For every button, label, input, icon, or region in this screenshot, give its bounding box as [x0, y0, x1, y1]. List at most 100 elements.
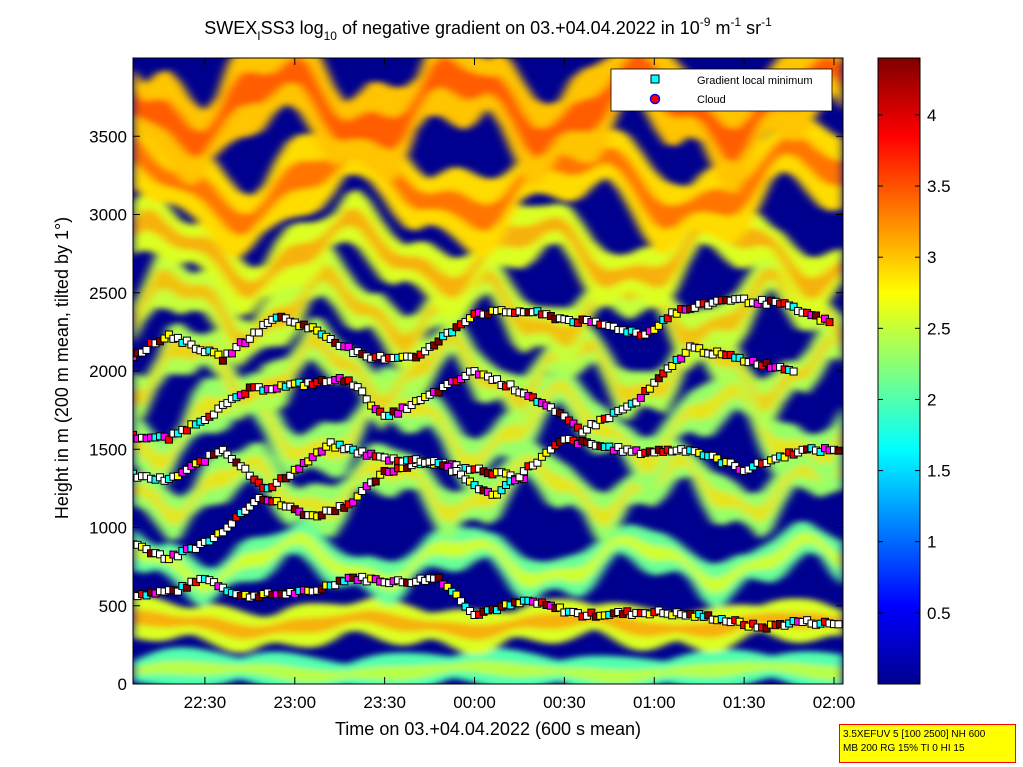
minimum-marker	[371, 477, 380, 486]
minimum-marker	[200, 457, 209, 466]
minimum-marker	[582, 425, 591, 434]
x-tick-label: 23:30	[363, 693, 406, 712]
colorbar-tick-label: 1.5	[927, 462, 951, 481]
minimum-marker	[232, 513, 241, 522]
gradient-band-core-layer-1	[133, 531, 843, 595]
minimum-marker	[304, 457, 313, 466]
minimum-marker	[245, 334, 254, 343]
minimum-marker	[142, 345, 151, 354]
minimum-marker	[659, 369, 668, 378]
minimum-marker	[286, 471, 295, 480]
x-tick-label: 01:30	[723, 693, 766, 712]
gradient-band-core-layer-2	[133, 451, 843, 529]
minimum-marker	[241, 339, 250, 348]
minimum-marker	[209, 578, 218, 587]
minimum-marker	[376, 407, 385, 416]
minimum-marker	[358, 447, 367, 456]
minimum-marker	[780, 453, 789, 462]
minimum-marker	[497, 486, 506, 495]
minimum-marker	[142, 545, 151, 554]
minimum-marker	[250, 498, 259, 507]
minimum-marker	[326, 438, 335, 447]
minimum-marker	[187, 340, 196, 349]
y-tick-label: 3500	[89, 127, 127, 146]
minimum-marker	[519, 467, 528, 476]
minimum-marker	[825, 318, 834, 327]
minimum-marker	[740, 294, 749, 303]
minimum-marker	[695, 344, 704, 353]
legend-label-minimum: Gradient local minimum	[697, 75, 813, 87]
y-tick-label: 500	[99, 597, 127, 616]
minimum-marker	[254, 328, 263, 337]
colorbar-tick-label: 3.5	[927, 177, 951, 196]
minimum-marker	[317, 511, 326, 520]
minimum-marker	[457, 597, 465, 606]
minimum-marker	[605, 442, 614, 451]
x-tick-label: 02:00	[813, 693, 856, 712]
minimum-marker	[218, 445, 227, 454]
y-tick-label: 2000	[89, 362, 127, 381]
minimum-marker	[394, 409, 403, 418]
minimum-marker	[537, 452, 546, 461]
minimum-marker	[493, 375, 501, 384]
chart-title: SWEXISS3 log10 of negative gradient on 0…	[204, 15, 772, 43]
minimum-marker	[227, 519, 236, 528]
minimum-marker	[362, 395, 371, 404]
legend-label-cloud: Cloud	[697, 94, 726, 106]
minimum-marker	[812, 311, 820, 320]
minimum-marker	[681, 348, 690, 357]
minimum-marker	[614, 443, 623, 451]
x-tick-label: 22:30	[184, 693, 227, 712]
minimum-marker	[605, 414, 614, 423]
y-tick-label: 1000	[89, 519, 127, 538]
minimum-marker	[164, 555, 173, 564]
minimum-marker	[317, 447, 326, 456]
minimum-marker	[650, 378, 659, 387]
minimum-marker	[663, 314, 672, 323]
minimum-marker	[173, 333, 182, 342]
minimum-marker	[421, 347, 430, 356]
y-tick-label: 1500	[89, 440, 127, 459]
minimum-marker	[223, 399, 232, 408]
y-tick-label: 0	[118, 675, 127, 694]
legend: Gradient local minimum Cloud	[610, 68, 833, 112]
minimum-marker	[227, 349, 236, 358]
minimum-marker	[164, 330, 173, 339]
gradient-band-core-layer-5	[133, 262, 843, 356]
minimum-marker	[758, 295, 767, 304]
minimum-marker	[546, 445, 555, 454]
minimum-marker	[214, 350, 223, 359]
minimum-marker	[443, 462, 452, 471]
colorbar-tick-label: 0.5	[927, 604, 951, 623]
minimum-marker	[546, 403, 555, 412]
minimum-marker	[466, 314, 474, 323]
minimum-marker	[448, 328, 457, 337]
minimum-marker	[834, 446, 843, 455]
minimum-marker	[182, 583, 191, 592]
minimum-marker	[156, 550, 164, 559]
minimum-marker	[358, 487, 367, 495]
minimum-marker	[677, 354, 686, 363]
info-line-1: 3.5XEFUV 5 [100 2500] NH 600	[843, 729, 986, 740]
legend-marker-cloud	[649, 93, 661, 105]
minimum-marker	[443, 582, 452, 591]
x-axis-label: Time on 03.+04.04.2022 (600 s mean)	[335, 719, 641, 739]
minimum-marker	[358, 387, 367, 396]
minimum-marker	[461, 602, 470, 611]
minimum-marker	[241, 389, 250, 398]
minimum-marker	[493, 490, 501, 499]
y-tick-label: 3000	[89, 206, 127, 225]
minimum-marker	[515, 473, 524, 482]
minimum-marker	[645, 384, 654, 393]
x-tick-label: 00:00	[453, 693, 496, 712]
minimum-marker	[470, 481, 479, 490]
minimum-marker	[173, 587, 182, 596]
y-tick-label: 2500	[89, 284, 127, 303]
info-line-2: MB 200 RG 15% TI 0 HI 15	[843, 743, 965, 754]
colorbar: 0.5 1 1.5 2 2.5 3 3.5 4	[877, 57, 951, 685]
minimum-marker	[668, 362, 677, 370]
minimum-marker	[587, 608, 596, 617]
minimum-marker	[632, 398, 641, 407]
minimum-marker	[573, 423, 582, 432]
